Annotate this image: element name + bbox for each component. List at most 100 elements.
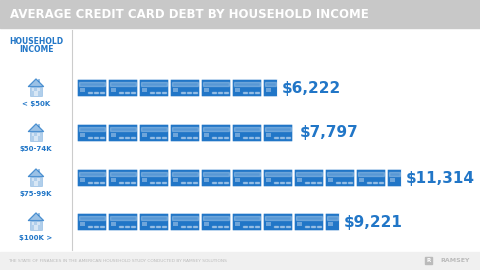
Bar (34, 91, 38, 96)
Bar (94, 92, 98, 93)
Bar (142, 178, 147, 181)
Bar (218, 225, 222, 227)
Bar (172, 82, 198, 86)
Bar (80, 133, 85, 137)
Bar (141, 82, 167, 86)
Text: $7,797: $7,797 (300, 126, 359, 140)
Bar (305, 225, 309, 227)
FancyBboxPatch shape (263, 169, 293, 187)
Bar (88, 181, 92, 183)
Bar (373, 181, 377, 183)
Bar (125, 92, 129, 93)
Bar (94, 137, 98, 138)
Bar (80, 88, 85, 92)
FancyBboxPatch shape (201, 169, 231, 187)
Text: $100K >: $100K > (19, 235, 53, 241)
Bar (34, 225, 38, 230)
Bar (0, 0, 480, 28)
Text: $11,314: $11,314 (406, 170, 475, 185)
Bar (150, 137, 154, 138)
Bar (317, 181, 321, 183)
FancyBboxPatch shape (108, 169, 138, 187)
Text: R: R (426, 258, 431, 264)
Bar (193, 92, 197, 93)
FancyBboxPatch shape (108, 79, 138, 97)
FancyBboxPatch shape (325, 213, 339, 231)
Bar (204, 178, 209, 181)
Text: < $50K: < $50K (22, 101, 50, 107)
Bar (142, 88, 147, 92)
Bar (280, 137, 284, 138)
Bar (30, 177, 42, 186)
Bar (30, 131, 42, 141)
Bar (100, 225, 104, 227)
Bar (296, 171, 322, 176)
Bar (30, 87, 42, 96)
Bar (100, 137, 104, 138)
Polygon shape (28, 124, 44, 131)
Bar (274, 225, 278, 227)
Bar (280, 225, 284, 227)
Bar (141, 127, 167, 131)
Bar (348, 181, 352, 183)
Polygon shape (28, 213, 44, 221)
Bar (249, 181, 253, 183)
Bar (234, 82, 260, 86)
Bar (224, 181, 228, 183)
Bar (172, 171, 198, 176)
Bar (110, 215, 136, 220)
Text: INCOME: INCOME (19, 46, 53, 55)
Bar (80, 178, 85, 181)
Bar (131, 181, 135, 183)
Bar (297, 178, 302, 181)
Bar (181, 137, 185, 138)
Bar (173, 222, 178, 225)
FancyBboxPatch shape (139, 124, 169, 142)
Bar (266, 222, 271, 225)
Bar (274, 137, 278, 138)
Bar (265, 82, 276, 86)
FancyBboxPatch shape (232, 169, 262, 187)
Bar (265, 127, 291, 131)
Bar (150, 92, 154, 93)
Bar (266, 88, 271, 92)
Bar (280, 181, 284, 183)
Bar (274, 181, 278, 183)
FancyBboxPatch shape (387, 169, 401, 187)
Bar (173, 178, 178, 181)
Bar (204, 133, 209, 137)
Bar (193, 137, 197, 138)
Bar (38, 79, 40, 82)
Bar (297, 222, 302, 225)
Bar (266, 178, 271, 181)
FancyBboxPatch shape (263, 79, 277, 97)
FancyBboxPatch shape (77, 169, 107, 187)
Bar (110, 82, 136, 86)
Bar (255, 181, 259, 183)
Bar (141, 171, 167, 176)
Bar (234, 171, 260, 176)
Bar (336, 181, 340, 183)
Bar (150, 225, 154, 227)
Bar (286, 225, 290, 227)
Bar (311, 225, 315, 227)
Bar (0, 28, 480, 252)
Bar (425, 257, 432, 264)
Bar (30, 221, 42, 230)
Bar (212, 225, 216, 227)
Bar (37, 88, 40, 90)
FancyBboxPatch shape (77, 79, 107, 97)
Bar (37, 178, 40, 181)
Bar (88, 92, 92, 93)
Bar (342, 181, 346, 183)
FancyBboxPatch shape (108, 124, 138, 142)
Text: AVERAGE CREDIT CARD DEBT BY HOUSEHOLD INCOME: AVERAGE CREDIT CARD DEBT BY HOUSEHOLD IN… (10, 8, 369, 21)
FancyBboxPatch shape (170, 124, 200, 142)
Bar (79, 127, 105, 131)
FancyBboxPatch shape (356, 169, 386, 187)
Bar (173, 88, 178, 92)
Bar (156, 92, 160, 93)
Bar (212, 92, 216, 93)
Bar (94, 225, 98, 227)
Bar (328, 222, 333, 225)
